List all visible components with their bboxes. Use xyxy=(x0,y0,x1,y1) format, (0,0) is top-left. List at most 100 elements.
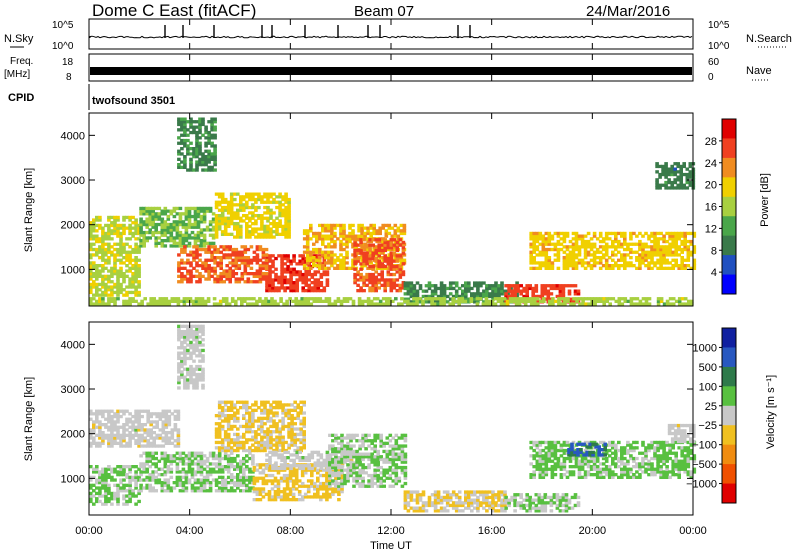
power-cell xyxy=(304,289,308,293)
power-cell xyxy=(562,256,567,260)
power-cell xyxy=(510,284,514,288)
power-cell xyxy=(538,261,543,265)
power-cell xyxy=(187,209,192,213)
power-cell xyxy=(305,266,310,270)
velocity-cell xyxy=(223,419,228,423)
velocity-cell xyxy=(245,475,249,479)
velocity-cell xyxy=(160,454,165,458)
velocity-cell xyxy=(313,481,317,486)
velocity-cell xyxy=(107,465,111,469)
power-cell xyxy=(178,233,183,237)
power-colorbar-tick-label: 8 xyxy=(711,245,717,257)
velocity-cell xyxy=(116,414,120,419)
power-cell xyxy=(380,262,384,266)
velocity-cell xyxy=(316,468,320,472)
velocity-cell xyxy=(242,435,246,439)
power-cell xyxy=(134,277,138,281)
power-cell xyxy=(178,239,183,243)
velocity-cell xyxy=(163,473,168,477)
power-cell xyxy=(330,223,334,228)
power-cell xyxy=(217,208,222,212)
velocity-cell xyxy=(192,351,196,355)
power-cell xyxy=(602,299,606,303)
velocity-cell xyxy=(145,486,149,490)
power-cell xyxy=(177,266,181,270)
power-cell xyxy=(301,272,305,277)
power-cell xyxy=(513,284,517,288)
velocity-cell xyxy=(266,430,270,434)
velocity-cell xyxy=(143,423,147,427)
velocity-cell xyxy=(196,451,201,455)
power-cell xyxy=(680,247,684,252)
power-cell xyxy=(134,266,138,270)
power-cell xyxy=(210,141,214,145)
velocity-cell xyxy=(107,486,111,490)
power-cell xyxy=(107,229,111,233)
power-cell xyxy=(644,258,648,262)
velocity-cell xyxy=(260,403,264,407)
power-cell xyxy=(163,244,168,248)
power-cell xyxy=(107,223,111,228)
power-cell xyxy=(204,168,208,172)
velocity-cell xyxy=(282,490,287,494)
velocity-cell xyxy=(193,451,198,455)
power-cell xyxy=(674,242,678,246)
velocity-cell xyxy=(125,483,129,487)
power-cell xyxy=(482,292,486,296)
power-cell xyxy=(623,247,627,252)
power-cell xyxy=(565,256,570,260)
power-cell xyxy=(365,272,369,277)
power-cell xyxy=(439,289,444,293)
power-cell xyxy=(199,230,204,235)
power-cell xyxy=(122,274,126,278)
velocity-cell xyxy=(119,444,123,448)
power-cell xyxy=(363,234,367,238)
power-cell xyxy=(409,284,414,288)
power-cell xyxy=(327,245,331,249)
velocity-cell xyxy=(248,424,252,429)
power-cell xyxy=(146,302,150,306)
velocity-cell xyxy=(128,494,132,498)
power-cell xyxy=(277,278,281,282)
power-cell xyxy=(252,272,257,276)
power-cell xyxy=(571,258,576,262)
velocity-cell xyxy=(290,432,294,437)
velocity-cell xyxy=(116,436,120,440)
power-cell xyxy=(535,261,540,265)
velocity-cell xyxy=(201,370,205,374)
power-cell xyxy=(201,117,205,121)
velocity-cell xyxy=(229,451,234,455)
velocity-cell xyxy=(233,467,237,471)
velocity-cell xyxy=(226,475,231,479)
velocity-cell xyxy=(245,419,249,423)
velocity-cell xyxy=(229,486,234,490)
velocity-cell xyxy=(193,473,198,477)
power-cell xyxy=(516,289,520,293)
power-cell xyxy=(239,235,243,239)
power-cell xyxy=(309,302,314,306)
power-cell xyxy=(233,227,237,231)
velocity-cell xyxy=(278,403,282,407)
power-cell xyxy=(554,299,558,303)
power-cell xyxy=(476,292,480,296)
velocity-cell xyxy=(158,436,163,440)
power-cell xyxy=(204,264,208,268)
power-cell xyxy=(101,258,105,262)
power-cell xyxy=(542,297,546,301)
power-cell xyxy=(275,232,279,236)
power-cell xyxy=(196,225,201,229)
power-cell xyxy=(467,286,471,291)
velocity-cell xyxy=(164,441,169,445)
velocity-cell xyxy=(223,489,228,493)
power-cell xyxy=(330,253,334,257)
velocity-cell xyxy=(195,346,199,350)
power-cell xyxy=(187,206,192,211)
power-cell xyxy=(560,297,564,301)
velocity-cell xyxy=(217,475,222,479)
velocity-cell xyxy=(260,448,264,453)
power-cell xyxy=(193,220,198,224)
power-cell xyxy=(122,215,126,220)
power-cell xyxy=(611,231,615,236)
velocity-cell xyxy=(233,483,237,487)
power-cell xyxy=(650,231,654,236)
